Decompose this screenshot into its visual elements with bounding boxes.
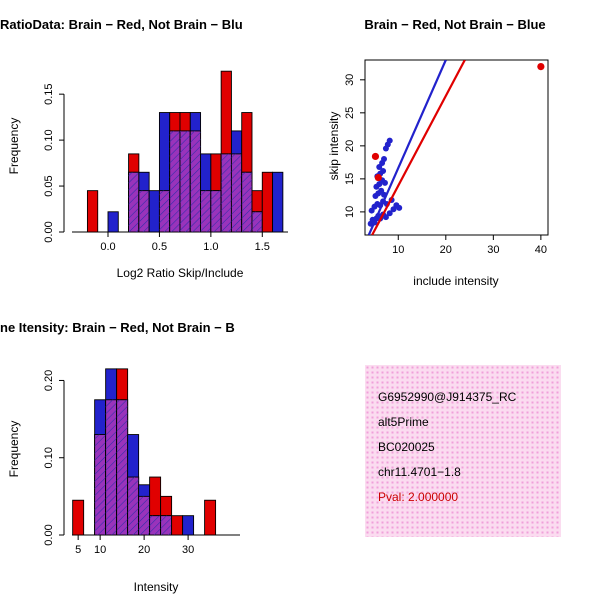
scatter-plot: 10 20 30 40 10 15 20 25 30 [344, 59, 549, 256]
plot-box [364, 59, 549, 236]
scatter-points [367, 63, 545, 227]
svg-text:30: 30 [344, 74, 356, 86]
hist-ratio-x-axis-label: Log2 Ratio Skip/Include [116, 266, 244, 280]
svg-text:1.0: 1.0 [203, 241, 218, 253]
svg-text:30: 30 [182, 544, 194, 556]
panel-hist-intensity: ne Itensity: Brain − Red, Not Brain − B … [0, 300, 300, 600]
svg-text:5: 5 [75, 544, 81, 556]
hist-intensity-x-axis-label: Intensity [133, 580, 179, 594]
fit-lines [367, 60, 466, 235]
svg-text:0.05: 0.05 [43, 175, 55, 196]
svg-text:10: 10 [344, 206, 356, 218]
svg-text:0.10: 0.10 [43, 447, 55, 468]
info-box: G6952990@J914375_RC alt5Prime BC020025 c… [365, 365, 561, 537]
svg-text:25: 25 [344, 107, 356, 119]
svg-text:20: 20 [440, 244, 452, 256]
hist-ratio-title: RatioData: Brain − Red, Not Brain − Blu [0, 17, 243, 32]
svg-text:0.15: 0.15 [43, 83, 55, 104]
svg-text:30: 30 [487, 244, 499, 256]
hist-ratio-plot: 0.0 0.5 1.0 1.5 0.00 0.05 0.10 0.15 [43, 70, 288, 253]
info-line-accession: BC020025 [378, 440, 435, 454]
scatter-y-axis-label: skip intensity [327, 111, 341, 181]
svg-text:40: 40 [535, 244, 547, 256]
svg-text:0.0: 0.0 [100, 241, 115, 253]
hist-intensity-plot: 5 10 20 30 0.00 0.10 0.20 [43, 368, 240, 556]
info-line-probe-id: G6952990@J914375_RC [378, 390, 517, 404]
hist-intensity-title: ne Itensity: Brain − Red, Not Brain − B [0, 320, 235, 335]
svg-text:1.5: 1.5 [255, 241, 270, 253]
svg-text:10: 10 [94, 544, 106, 556]
histogram-bars [86, 70, 284, 233]
svg-text:0.00: 0.00 [43, 221, 55, 242]
svg-text:0.5: 0.5 [152, 241, 167, 253]
svg-text:0.20: 0.20 [43, 370, 55, 391]
panel-hist-ratio: RatioData: Brain − Red, Not Brain − Blu … [0, 0, 300, 300]
svg-text:15: 15 [344, 173, 356, 185]
scatter-x-axis-label: include intensity [413, 274, 499, 288]
svg-text:20: 20 [138, 544, 150, 556]
svg-text:0.10: 0.10 [43, 129, 55, 150]
panel-scatter-intensity: Brain − Red, Not Brain − Blue 10 20 30 40 10… [300, 0, 600, 300]
panel-info: G6952990@J914375_RC alt5Prime BC020025 c… [300, 300, 600, 600]
info-line-pval: Pval: 2.000000 [378, 490, 459, 504]
axes: 0.0 0.5 1.0 1.5 0.00 0.05 0.10 0.15 [43, 83, 288, 253]
info-line-splice-type: alt5Prime [378, 415, 429, 429]
svg-text:10: 10 [392, 244, 404, 256]
histogram-bars [72, 368, 217, 536]
info-line-location: chr11.4701−1.8 [378, 465, 461, 479]
svg-text:20: 20 [344, 140, 356, 152]
axes: 10 20 30 40 10 15 20 25 30 [344, 74, 547, 256]
hist-ratio-y-axis-label: Frequency [7, 117, 21, 175]
hist-intensity-y-axis-label: Frequency [7, 420, 21, 478]
scatter-title: Brain − Red, Not Brain − Blue [364, 17, 546, 32]
svg-text:0.00: 0.00 [43, 524, 55, 545]
